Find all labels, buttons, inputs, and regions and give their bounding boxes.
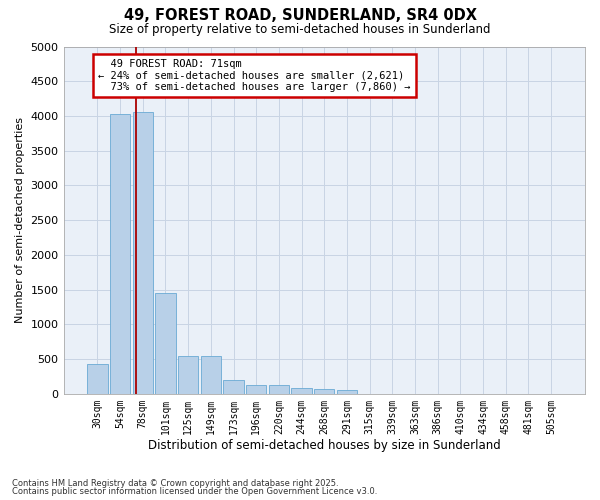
Bar [133, 112, 153, 394]
Bar [200, 356, 221, 394]
Bar [246, 385, 266, 394]
Bar [292, 388, 312, 394]
Text: Contains public sector information licensed under the Open Government Licence v3: Contains public sector information licen… [12, 487, 377, 496]
Bar [155, 293, 176, 394]
Text: Contains HM Land Registry data © Crown copyright and database right 2025.: Contains HM Land Registry data © Crown c… [12, 478, 338, 488]
Bar [269, 386, 289, 394]
Y-axis label: Number of semi-detached properties: Number of semi-detached properties [15, 117, 25, 323]
Bar [223, 380, 244, 394]
Bar [87, 364, 107, 394]
Text: 49 FOREST ROAD: 71sqm
← 24% of semi-detached houses are smaller (2,621)
  73% of: 49 FOREST ROAD: 71sqm ← 24% of semi-deta… [98, 59, 410, 92]
Bar [178, 356, 199, 394]
Bar [337, 390, 357, 394]
Text: Size of property relative to semi-detached houses in Sunderland: Size of property relative to semi-detach… [109, 22, 491, 36]
Bar [314, 389, 334, 394]
Text: 49, FOREST ROAD, SUNDERLAND, SR4 0DX: 49, FOREST ROAD, SUNDERLAND, SR4 0DX [124, 8, 476, 22]
Bar [110, 114, 130, 394]
X-axis label: Distribution of semi-detached houses by size in Sunderland: Distribution of semi-detached houses by … [148, 440, 500, 452]
